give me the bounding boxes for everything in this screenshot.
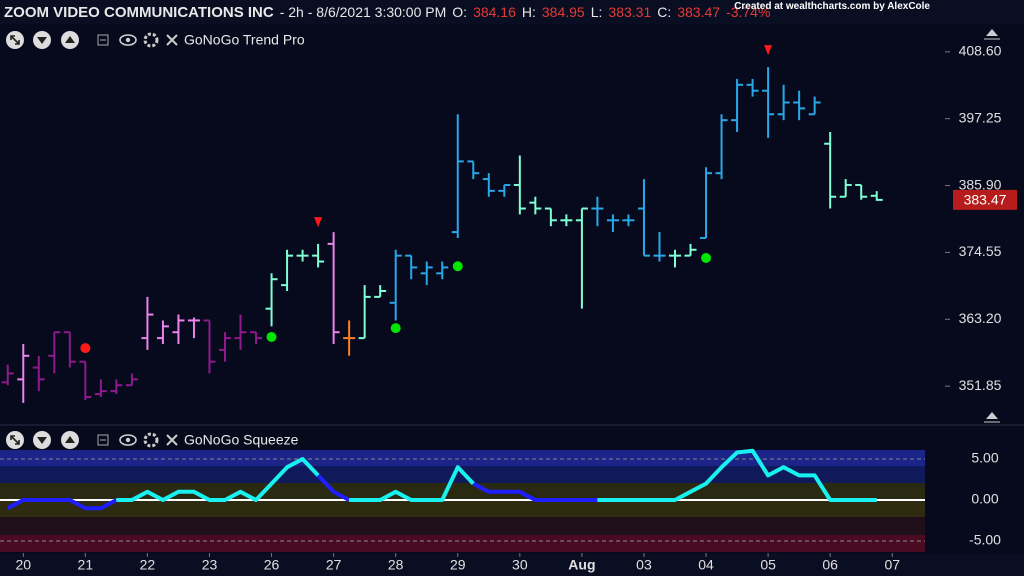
y-tick-label: -5.00 [969, 532, 1001, 548]
change: -3.74% [726, 4, 771, 20]
squeeze-toolbar[interactable] [6, 431, 178, 449]
quote-label: C: [657, 4, 672, 20]
x-axis-band [0, 554, 1024, 576]
signal-dot [701, 253, 712, 264]
quote-value: 383.31 [608, 4, 652, 20]
x-tick-label: 04 [698, 557, 714, 573]
x-tick-label: 03 [636, 557, 652, 573]
quote-label: L: [590, 4, 603, 20]
quote-value: 384.16 [473, 4, 516, 20]
y-tick-label: 374.55 [959, 243, 1002, 259]
x-tick-label: 30 [512, 557, 528, 573]
squeeze-line [116, 448, 877, 502]
x-tick-label: 26 [264, 557, 280, 573]
signal-triangle [314, 217, 323, 228]
y-tick-label: 5.00 [971, 450, 998, 466]
quote-label: H: [521, 4, 536, 20]
x-tick-label: 23 [202, 557, 218, 573]
y-tick-label: 408.60 [959, 43, 1002, 59]
x-tick-label: 22 [140, 557, 156, 573]
signal-dot [80, 343, 91, 354]
signal-dot [390, 323, 401, 334]
quote-label: O: [452, 4, 468, 20]
symbol: ZOOM VIDEO COMMUNICATIONS INC [4, 3, 274, 21]
quote-value: 383.47 [677, 4, 721, 20]
signal-triangle [764, 45, 773, 56]
x-tick-label: 21 [78, 557, 94, 573]
quote-value: 384.95 [541, 4, 585, 20]
signal-dot [452, 261, 463, 272]
x-tick-label: 07 [884, 557, 900, 573]
x-tick-label: 05 [760, 557, 776, 573]
last-price-label: 383.47 [964, 192, 1007, 208]
x-tick-label: 28 [388, 557, 404, 573]
y-tick-label: 351.85 [959, 377, 1002, 393]
interval: - 2h - 8/6/2021 3:30:00 PM [279, 4, 447, 20]
squeeze-line [6, 474, 598, 511]
last-price-badge [953, 189, 1017, 210]
panel-title: GoNoGo Squeeze [184, 432, 299, 448]
x-tick-label: Aug [568, 557, 595, 573]
y-tick-label: 397.25 [959, 109, 1002, 125]
panel-title: GoNoGo Trend Pro [184, 32, 305, 48]
y-tick-label: 385.90 [959, 176, 1002, 192]
credit: Created at wealthcharts.com by AlexCole [734, 1, 930, 12]
header: ZOOM VIDEO COMMUNICATIONS INC - 2h - 8/6… [0, 0, 1024, 24]
price-toolbar[interactable] [6, 31, 178, 49]
x-tick-label: 06 [822, 557, 838, 573]
x-tick-label: 27 [326, 557, 342, 573]
x-tick-label: 29 [450, 557, 466, 573]
x-tick-label: 20 [15, 557, 31, 573]
scale-buttons[interactable] [984, 29, 1000, 423]
signal-dot [266, 331, 277, 342]
y-tick-label: 0.00 [971, 491, 998, 507]
y-tick-label: 363.20 [959, 310, 1002, 326]
